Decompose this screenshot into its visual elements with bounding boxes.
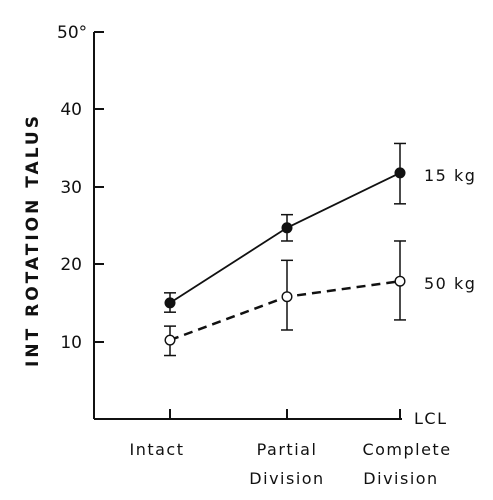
series-line-50kg bbox=[169, 279, 401, 342]
data-point-50kg bbox=[164, 334, 176, 346]
data-point-15kg bbox=[281, 222, 293, 234]
x-category-sublabel: Division bbox=[363, 469, 438, 488]
y-tick-label: 50° bbox=[57, 23, 87, 43]
data-point-50kg bbox=[394, 275, 406, 287]
x-axis-label: LCL bbox=[414, 409, 448, 428]
y-axis: 10 20 30 40 50° INT ROTATION TALUS bbox=[23, 23, 104, 419]
x-category-label: Partial bbox=[257, 440, 318, 459]
data-point-15kg bbox=[164, 297, 176, 309]
series-line-15kg bbox=[169, 172, 401, 304]
plot-area bbox=[164, 142, 406, 357]
x-axis: LCL Intact Partial Division Complete Div… bbox=[94, 409, 451, 488]
data-point-15kg bbox=[394, 167, 406, 179]
series-label-50kg: 50 kg bbox=[424, 274, 476, 293]
y-tick-label: 20 bbox=[60, 255, 82, 275]
data-point-50kg bbox=[281, 291, 293, 303]
x-category-label: Intact bbox=[129, 440, 184, 459]
x-category-sublabel: Division bbox=[249, 469, 324, 488]
y-axis-label: INT ROTATION TALUS bbox=[23, 113, 43, 367]
series-label-15kg: 15 kg bbox=[424, 166, 476, 185]
y-tick-label: 40 bbox=[60, 100, 82, 120]
y-tick-label: 10 bbox=[60, 333, 82, 353]
y-tick-label: 30 bbox=[60, 178, 82, 198]
x-category-label: Complete bbox=[362, 440, 451, 459]
